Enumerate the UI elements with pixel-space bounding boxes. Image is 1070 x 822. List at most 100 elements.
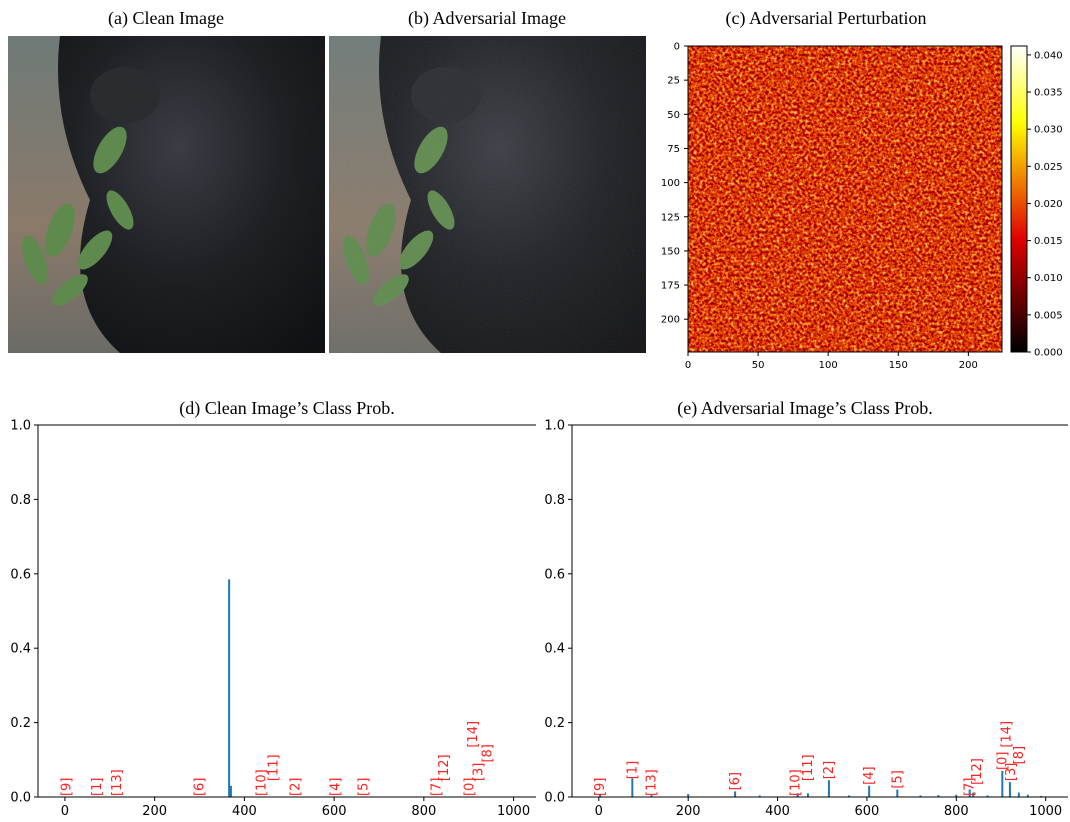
x-tick-label: 400 (765, 804, 790, 819)
colorbar-tick-label: 0.000 (1034, 348, 1063, 359)
bar (228, 579, 231, 797)
annotation: [3] (1004, 763, 1019, 781)
x-tick-label: 0 (685, 360, 691, 371)
annotation: [8] (481, 744, 496, 762)
bar (599, 794, 602, 797)
y-tick-label: 0.2 (544, 716, 565, 731)
annotation: [7] (963, 778, 978, 796)
colorbar-tick-label: 0.005 (1034, 310, 1063, 321)
x-tick-label: 200 (142, 804, 167, 819)
bar (868, 785, 871, 797)
bar (972, 792, 975, 797)
bar (827, 780, 830, 797)
annotation: [1] (90, 778, 105, 796)
annotation: [13] (645, 769, 660, 796)
bar (650, 795, 653, 797)
colorbar-tick-label: 0.015 (1034, 236, 1063, 247)
heatmap-image (688, 46, 1002, 352)
y-tick-label: 0.6 (544, 567, 565, 582)
bar (758, 795, 761, 797)
annotation: [6] (193, 778, 208, 796)
colorbar-tick-label: 0.025 (1034, 162, 1063, 173)
bar (1026, 794, 1029, 797)
y-tick-label: 1.0 (544, 419, 565, 434)
bar (229, 785, 232, 797)
photo-clean (8, 36, 325, 353)
x-tick-label: 0 (595, 804, 603, 819)
x-tick-label: 800 (944, 804, 969, 819)
annotation: [4] (862, 766, 877, 784)
colorbar-tick-label: 0.035 (1034, 88, 1063, 99)
colorbar (1010, 45, 1028, 353)
annotation: [5] (357, 778, 372, 796)
y-tick-label: 1.0 (10, 419, 31, 434)
bar (806, 793, 809, 797)
x-tick-label: 0 (61, 804, 69, 819)
y-tick-label: 200 (661, 315, 680, 326)
chart-title: (d) Clean Image’s Class Prob. (179, 398, 394, 419)
x-tick-label: 50 (752, 360, 765, 371)
colorbar-tick-label: 0.020 (1034, 199, 1063, 210)
bar (734, 791, 737, 797)
annotation: [7] (429, 778, 444, 796)
annotation: [1] (625, 761, 640, 779)
annotation: [14] (466, 721, 481, 748)
annotation: [5] (890, 770, 905, 788)
y-tick-label: 0.8 (10, 493, 31, 508)
bar (968, 789, 971, 797)
annotation: [0] (463, 778, 478, 796)
chart-title: (c) Adversarial Perturbation (726, 8, 927, 29)
bar (1040, 795, 1043, 797)
x-tick-label: 150 (889, 360, 908, 371)
y-tick-label: 150 (661, 246, 680, 257)
bar (955, 794, 958, 797)
y-tick-label: 0.4 (544, 642, 565, 657)
x-tick-label: 100 (819, 360, 838, 371)
bar (796, 793, 799, 797)
chart-title: (b) Adversarial Image (408, 8, 566, 29)
colorbar-tick-label: 0.040 (1034, 50, 1063, 61)
annotation: [12] (970, 758, 985, 785)
x-tick-label: 1000 (1029, 804, 1062, 819)
bar (631, 778, 634, 797)
annotation: [9] (60, 778, 75, 796)
y-tick-label: 100 (661, 178, 680, 189)
annotation: [10] (254, 769, 269, 796)
y-tick-label: 0.0 (544, 791, 565, 806)
annotation: [14] (999, 721, 1014, 748)
annotation: [0] (995, 752, 1010, 770)
x-tick-label: 200 (676, 804, 701, 819)
annotation: [9] (593, 778, 608, 796)
y-tick-label: 0.6 (10, 567, 31, 582)
y-tick-label: 0 (674, 42, 680, 53)
bar (1008, 782, 1011, 797)
annotation: [13] (110, 769, 125, 796)
bar (1017, 792, 1020, 797)
annotation: [11] (801, 754, 816, 781)
colorbar-tick-label: 0.030 (1034, 125, 1063, 136)
annotation: [3] (472, 763, 487, 781)
y-tick-label: 50 (667, 110, 680, 121)
bar (896, 789, 899, 797)
annotation: [12] (437, 754, 452, 781)
chart-title: (e) Adversarial Image’s Class Prob. (677, 398, 932, 419)
colorbar-tick-label: 0.010 (1034, 273, 1063, 284)
x-tick-label: 800 (411, 804, 436, 819)
x-tick-label: 1000 (497, 804, 530, 819)
y-tick-label: 75 (667, 144, 680, 155)
bar (848, 795, 851, 797)
bar (1001, 770, 1004, 797)
x-tick-label: 400 (232, 804, 257, 819)
y-tick-label: 0.2 (10, 716, 31, 731)
bar (937, 795, 940, 797)
annotation: [10] (788, 769, 803, 796)
x-tick-label: 200 (959, 360, 978, 371)
photo-adversarial (329, 36, 646, 353)
y-tick-label: 0.4 (10, 642, 31, 657)
bar (687, 794, 690, 797)
annotation: [6] (728, 772, 743, 790)
y-tick-label: 25 (667, 76, 680, 87)
y-tick-label: 125 (661, 212, 680, 223)
annotation: [8] (1012, 746, 1027, 764)
